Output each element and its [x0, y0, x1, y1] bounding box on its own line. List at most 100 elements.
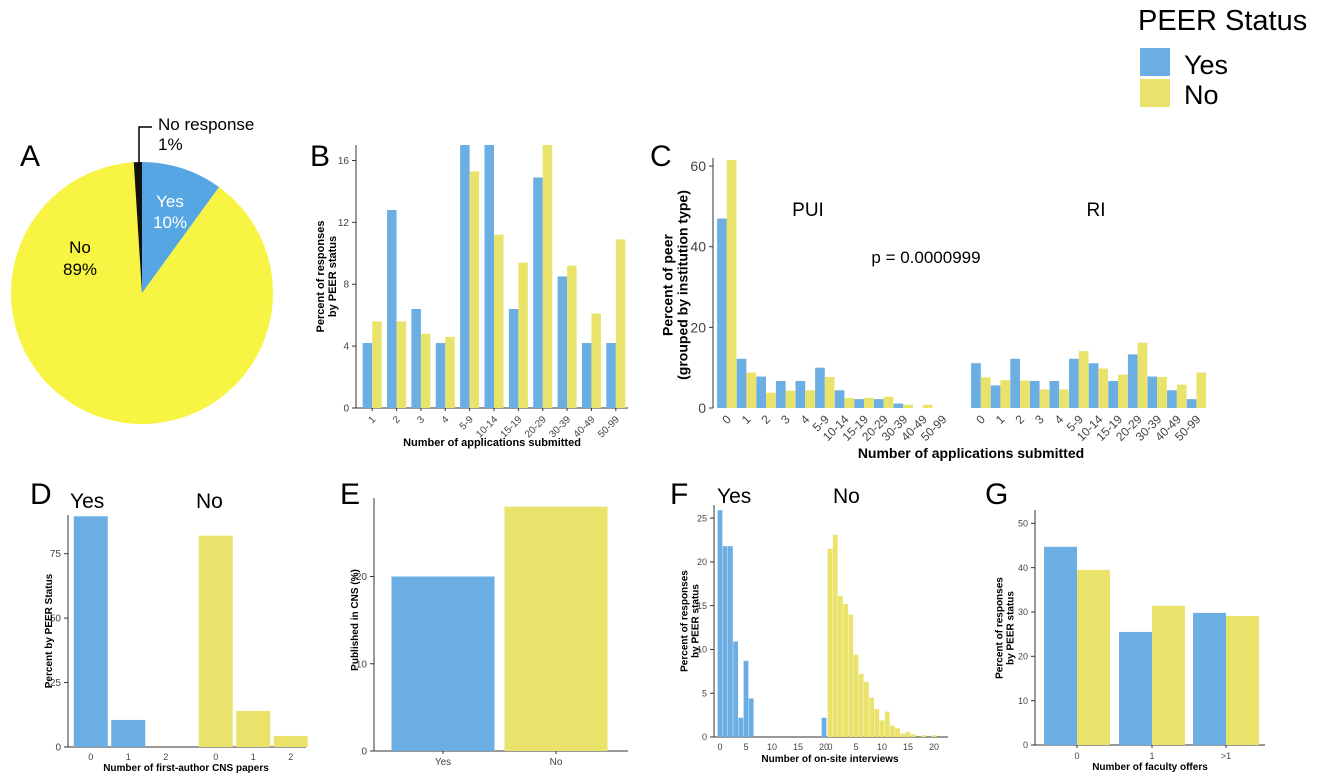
- bar-no: [980, 377, 991, 408]
- panel-label-f: F: [670, 478, 688, 511]
- bar-yes: [1029, 380, 1040, 408]
- bar-yes: [893, 403, 904, 408]
- facet-label-yes: Yes: [70, 490, 104, 513]
- bar-yes: [557, 276, 568, 408]
- x-tick-label: 3: [778, 412, 793, 427]
- bar-yes: [756, 376, 766, 408]
- x-tick-label: No: [550, 757, 563, 768]
- legend-title: PEER Status: [1138, 5, 1307, 37]
- x-tick-label: 2: [1012, 412, 1027, 427]
- panel-label-d: D: [30, 478, 52, 511]
- bar-no: [864, 681, 869, 737]
- x-tick-label: 5: [853, 742, 858, 752]
- bar-no: [1137, 342, 1148, 408]
- bar-no: [198, 535, 233, 747]
- y-tick-label: 20: [356, 572, 368, 583]
- y-tick-label: 8: [343, 280, 349, 291]
- bar-no: [1226, 615, 1259, 745]
- x-tick-label: 1: [1149, 751, 1154, 761]
- x-axis-title: Number of applications submitted: [403, 437, 581, 449]
- bar-no: [469, 171, 480, 408]
- bar-no: [827, 548, 833, 737]
- facet-label-pui: PUI: [792, 200, 824, 221]
- x-tick-label: 5-9: [458, 414, 476, 432]
- panel-label-a: A: [20, 140, 40, 173]
- bar-yes: [990, 385, 1001, 408]
- bar-yes: [484, 145, 494, 408]
- pie-pct-yes: 10%: [153, 213, 187, 232]
- x-tick-label: 2: [163, 752, 168, 762]
- bar-no: [746, 372, 757, 408]
- bar-yes: [1147, 376, 1158, 408]
- bar-no: [1196, 372, 1207, 408]
- y-tick-label: 75: [50, 549, 62, 560]
- y-tick-label: 12: [338, 218, 350, 229]
- bar-no: [1098, 368, 1109, 408]
- bar-no: [853, 654, 859, 737]
- x-axis-title: Number of on-site interviews: [761, 754, 899, 765]
- y-tick-label: 0: [343, 404, 349, 415]
- x-tick-label: 1: [367, 414, 379, 426]
- bar-no: [518, 262, 528, 408]
- bar-yes: [460, 145, 470, 408]
- y-tick-label: 15: [697, 601, 707, 611]
- panel-g-chart: 0 10 20 30 40 50 0 1 >1 Percent of responsesby PE…: [995, 510, 1265, 773]
- x-tick-label: 20: [929, 742, 939, 752]
- bar-no: [838, 596, 843, 737]
- bar-no: [922, 404, 933, 408]
- facet-label-ri: RI: [1087, 200, 1106, 221]
- bar-yes: [1069, 358, 1079, 408]
- legend-swatch-no: [1140, 79, 1170, 107]
- panel-label-e: E: [340, 478, 360, 511]
- bar-yes: [1127, 354, 1138, 408]
- bar-no: [910, 734, 916, 737]
- y-tick-label: 0: [702, 732, 707, 742]
- x-tick-label: 0: [973, 412, 988, 427]
- pie-pct-no-response: 1%: [158, 135, 183, 154]
- bar-yes: [581, 343, 592, 408]
- x-tick-label: 10: [767, 742, 777, 752]
- bar-no: [1020, 380, 1030, 408]
- panel-d-chart: 0 25 50 75 0 1 2 Yes 0 1 2 No Percent by PEER Status…: [44, 490, 308, 774]
- pie-label-yes: Yes: [156, 192, 184, 211]
- bar-yes: [821, 717, 827, 737]
- bar-yes: [775, 380, 786, 408]
- bar-yes: [738, 717, 744, 737]
- bar-yes: [606, 343, 616, 408]
- bar-no: [883, 396, 894, 408]
- x-axis-title: Number of faculty offers: [1092, 762, 1208, 773]
- bar-yes: [1119, 631, 1152, 745]
- y-tick-label: 25: [50, 678, 62, 689]
- facet-label-no: No: [196, 490, 223, 513]
- x-tick-label: 15: [903, 742, 913, 752]
- y-axis-title: Percent of responsesby PEER status: [995, 577, 1017, 679]
- bar-no: [785, 390, 796, 408]
- y-tick-label: 60: [690, 158, 706, 174]
- y-axis-title: Percent by PEER Status: [44, 573, 55, 688]
- y-axis-title: Published in CNS (%): [350, 569, 361, 671]
- x-tick-label: 4: [440, 414, 452, 426]
- x-tick-label: 0: [88, 752, 93, 762]
- bar-no: [236, 710, 271, 747]
- bar-no: [843, 603, 848, 737]
- bar-no: [494, 234, 504, 408]
- bar-no: [858, 673, 864, 737]
- pie-leader-line: [138, 126, 152, 166]
- legend-swatch-yes: [1140, 48, 1170, 76]
- y-tick-label: 50: [1018, 518, 1028, 528]
- bar-no: [884, 711, 890, 737]
- bar-yes: [728, 546, 733, 737]
- x-tick-label: 10: [877, 742, 887, 752]
- bar-no: [567, 265, 577, 408]
- bar-no: [848, 614, 854, 737]
- bar-yes: [971, 363, 981, 408]
- legend-label-no: No: [1184, 80, 1219, 110]
- bar-no: [864, 397, 874, 408]
- bar-no: [1059, 389, 1069, 408]
- y-tick-label: 4: [343, 342, 349, 353]
- bar-no: [726, 160, 737, 408]
- y-tick-label: 0: [55, 743, 61, 754]
- pie-slice-yes: [142, 162, 219, 293]
